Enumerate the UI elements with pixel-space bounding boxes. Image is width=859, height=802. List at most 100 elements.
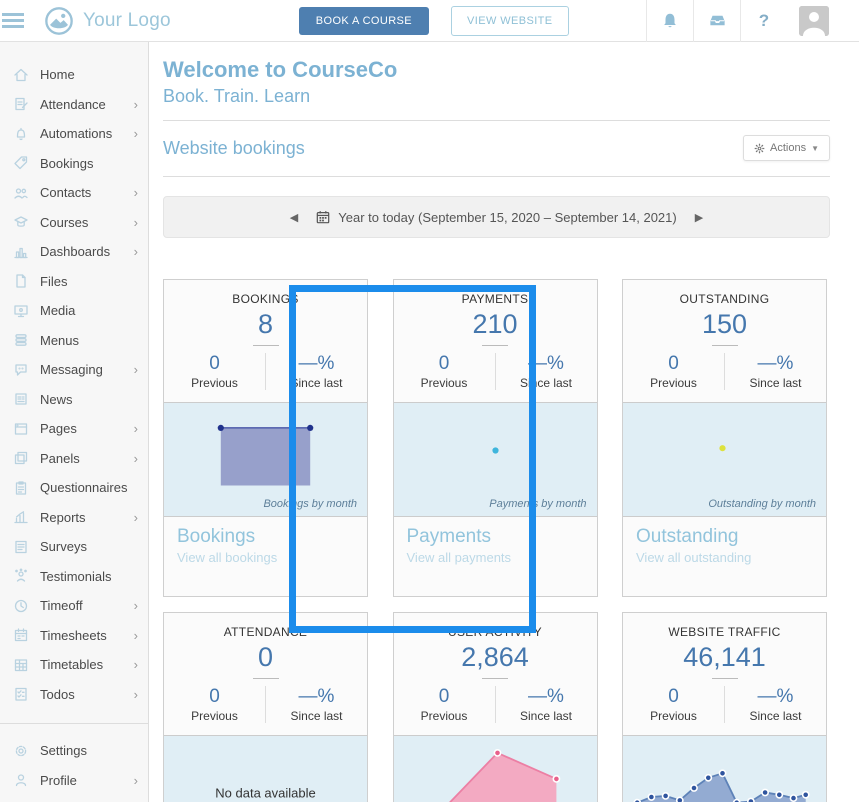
sidebar-item-attendance[interactable]: Attendance ›: [0, 90, 148, 120]
sidebar-item-surveys[interactable]: Surveys: [0, 532, 148, 562]
timetables-icon: [14, 659, 28, 671]
footer-view-all-link[interactable]: View all payments: [406, 550, 512, 565]
dashboards-icon: [14, 247, 28, 258]
change-stat: —% Since last: [266, 686, 367, 723]
panels-icon: [14, 452, 28, 465]
previous-label: Previous: [650, 709, 697, 723]
sidebar-item-settings[interactable]: Settings: [0, 736, 148, 766]
sidebar-item-timesheets[interactable]: Timesheets ›: [0, 621, 148, 651]
footer-view-all-link[interactable]: View all bookings: [177, 550, 278, 565]
change-stat: —% Since last: [266, 353, 367, 390]
card-value[interactable]: 0: [257, 642, 274, 672]
sidebar-item-panels[interactable]: Panels ›: [0, 444, 148, 474]
change-value: —%: [298, 686, 335, 707]
timesheets-icon: [14, 628, 28, 642]
sidebar-item-contacts[interactable]: Contacts ›: [0, 178, 148, 208]
help-button[interactable]: ?: [740, 0, 787, 42]
help-icon: ?: [758, 10, 770, 30]
previous-value: 0: [438, 353, 450, 374]
card-value[interactable]: 8: [257, 309, 274, 339]
previous-stat: 0 Previous: [623, 353, 725, 390]
calendar-icon: [316, 211, 330, 224]
surveys-icon: [15, 540, 27, 553]
user-activity-card: USER ACTIVITY 2,864 0 Previous —% Since …: [392, 612, 598, 802]
chevron-right-icon: ›: [133, 185, 138, 201]
date-range-label: Year to today (September 15, 2020 – Sept…: [316, 210, 677, 225]
card-title: PAYMENTS: [461, 292, 529, 306]
settings-icon: [15, 745, 27, 756]
chevron-right-icon: ›: [133, 509, 138, 525]
previous-value: 0: [209, 686, 220, 707]
sidebar-item-label: Menus: [40, 332, 80, 348]
change-value: —%: [528, 353, 564, 374]
previous-label: Previous: [191, 709, 238, 723]
notifications-button[interactable]: [646, 0, 693, 42]
actions-dropdown-button[interactable]: Actions ▼: [743, 135, 830, 161]
sidebar-item-label: News: [40, 391, 73, 407]
sidebar-item-label: Profile: [40, 772, 77, 788]
card-footer-link[interactable]: Bookings View all bookings: [164, 517, 367, 596]
sidebar-item-pages[interactable]: Pages ›: [0, 414, 148, 444]
outstanding-card: OUTSTANDING 150 0 Previous —% Since last…: [622, 279, 827, 597]
bookings-icon: [14, 156, 28, 170]
sidebar-item-label: Timetables: [40, 657, 104, 673]
chevron-right-icon: ›: [133, 244, 138, 260]
sidebar-item-news[interactable]: News: [0, 385, 148, 415]
change-stat: —% Since last: [725, 353, 826, 390]
footer-view-all-link[interactable]: View all outstanding: [636, 550, 752, 565]
sidebar-item-files[interactable]: Files: [0, 267, 148, 297]
sidebar-item-label: Automations: [40, 126, 113, 142]
actions-label: Actions: [770, 142, 807, 154]
sparkline-chart: [448, 748, 560, 802]
sidebar-item-todos[interactable]: Todos ›: [0, 680, 148, 710]
top-header: Your Logo BOOK A COURSE VIEW WEBSITE ?: [0, 0, 859, 42]
sidebar-item-courses[interactable]: Courses ›: [0, 208, 148, 238]
pages-icon: [14, 423, 28, 435]
sidebar-item-menus[interactable]: Menus: [0, 326, 148, 356]
previous-period-button[interactable]: ◀: [289, 211, 299, 224]
profile-icon: [15, 774, 27, 787]
sidebar-item-questionnaires[interactable]: Questionnaires: [0, 473, 148, 503]
sidebar-item-timeoff[interactable]: Timeoff ›: [0, 591, 148, 621]
section-title: Website bookings: [163, 137, 305, 158]
card-footer-link[interactable]: Outstanding View all outstanding: [623, 517, 826, 596]
sidebar-item-profile[interactable]: Profile ›: [0, 766, 148, 796]
metric-cards-grid: BOOKINGS 8 0 Previous —% Since last Book…: [163, 279, 830, 802]
previous-label: Previous: [420, 709, 468, 723]
view-website-button[interactable]: VIEW WEBSITE: [451, 5, 569, 36]
sidebar-item-media[interactable]: Media: [0, 296, 148, 326]
sidebar-item-automations[interactable]: Automations ›: [0, 119, 148, 149]
page-title: Welcome to CourseCo: [163, 57, 398, 82]
sidebar-item-messaging[interactable]: Messaging ›: [0, 355, 148, 385]
book-a-course-button[interactable]: BOOK A COURSE: [298, 6, 430, 35]
card-footer-link[interactable]: Payments View all payments: [394, 517, 597, 596]
inbox-button[interactable]: [693, 0, 740, 42]
sidebar-item-timetables[interactable]: Timetables ›: [0, 650, 148, 680]
hamburger-menu-icon[interactable]: [2, 10, 28, 32]
card-value[interactable]: 2,864: [461, 642, 529, 672]
card-value[interactable]: 210: [472, 309, 518, 339]
sidebar-item-dashboards[interactable]: Dashboards ›: [0, 237, 148, 267]
sparkline-chart: [491, 447, 499, 454]
todos-icon: [15, 688, 27, 701]
sidebar-item-bookings[interactable]: Bookings: [0, 149, 148, 179]
sidebar-item-testimonials[interactable]: Testimonials: [0, 562, 148, 592]
card-value[interactable]: 150: [701, 309, 748, 339]
next-period-button[interactable]: ▶: [694, 211, 704, 224]
sidebar: Home Attendance › Automations › Bookings Conta…: [0, 42, 149, 802]
main-content: Welcome to CourseCo Book. Train. Learn W…: [149, 42, 859, 802]
sidebar-item-label: Timeoff: [40, 598, 83, 614]
courses-icon: [14, 216, 28, 228]
previous-value: 0: [668, 353, 679, 374]
previous-value: 0: [668, 686, 679, 707]
avatar[interactable]: [799, 5, 829, 36]
card-value[interactable]: 46,141: [683, 642, 766, 672]
logo[interactable]: Your Logo: [44, 6, 171, 36]
sidebar-item-label: Contacts: [40, 185, 92, 201]
sidebar-item-label: Reports: [40, 509, 86, 525]
card-title: OUTSTANDING: [679, 292, 770, 306]
sidebar-item-reports[interactable]: Reports ›: [0, 503, 148, 533]
home-icon: [14, 68, 28, 81]
sidebar-item-home[interactable]: Home: [0, 60, 148, 90]
value-underline: [711, 345, 738, 346]
